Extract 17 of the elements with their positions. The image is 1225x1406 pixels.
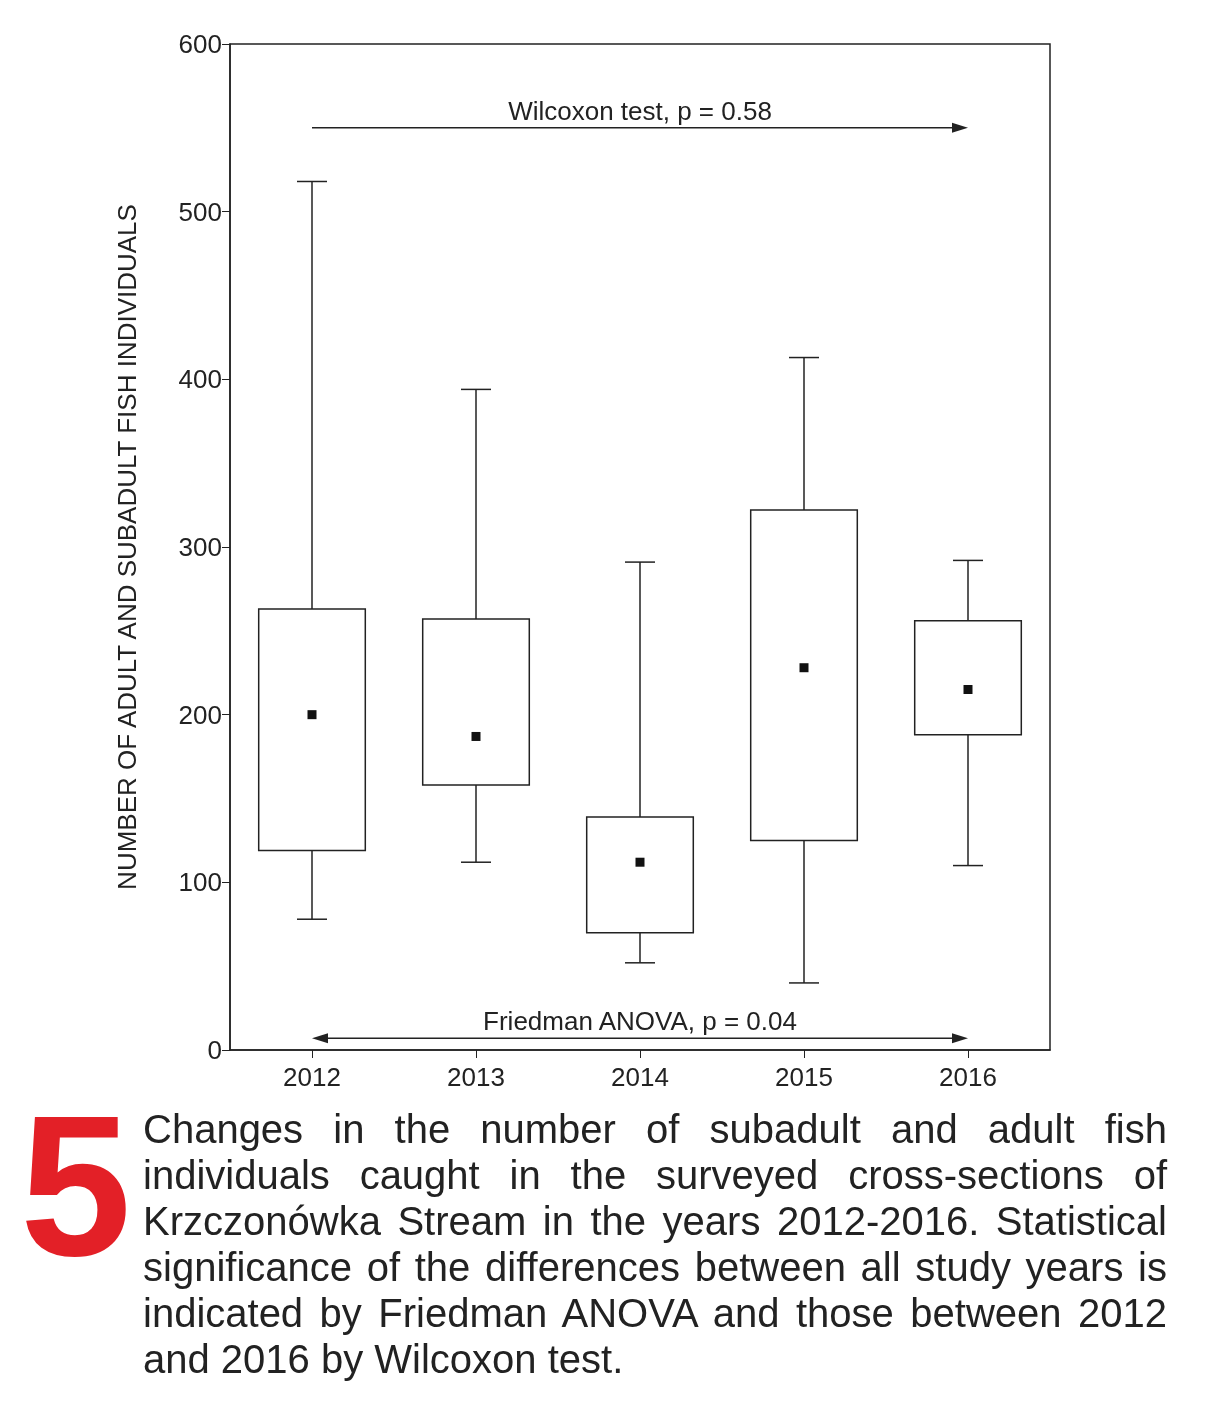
- y-tick-label: 400: [178, 364, 222, 395]
- text: 5: [18, 1074, 133, 1297]
- y-tick-label: 0: [207, 1035, 222, 1065]
- y-tick-label: 200: [178, 699, 222, 730]
- y-tick-label: 500: [178, 196, 222, 227]
- x-tick-label: 2012: [283, 1062, 341, 1092]
- y-tick-label: 100: [178, 867, 222, 898]
- x-tick-label: 2015: [775, 1062, 833, 1092]
- annotation: Wilcoxon test, p = 0.58: [508, 95, 772, 126]
- y-axis-title: NUMBER OF ADULT AND SUBADULT FISH INDIVIDUALS: [112, 204, 142, 890]
- annotation: Friedman ANOVA, p = 0.04: [483, 1006, 797, 1037]
- x-tick-label: 2016: [939, 1062, 997, 1092]
- x-tick-label: 2013: [447, 1062, 505, 1092]
- text: Changes in the number of subadult and adult fish individuals caught in the surveyed cross-sections of Krzczonówka Stream in the years 2012-2016. Statistical significance of the differences between all study years is indicated by Friedman ANOVA and those between 2012 and 2016 by Wilcoxon test.: [143, 1106, 1167, 1382]
- y-tick-label: 600: [178, 29, 222, 59]
- y-tick-label: 300: [178, 532, 222, 562]
- x-tick-label: 2014: [611, 1062, 669, 1092]
